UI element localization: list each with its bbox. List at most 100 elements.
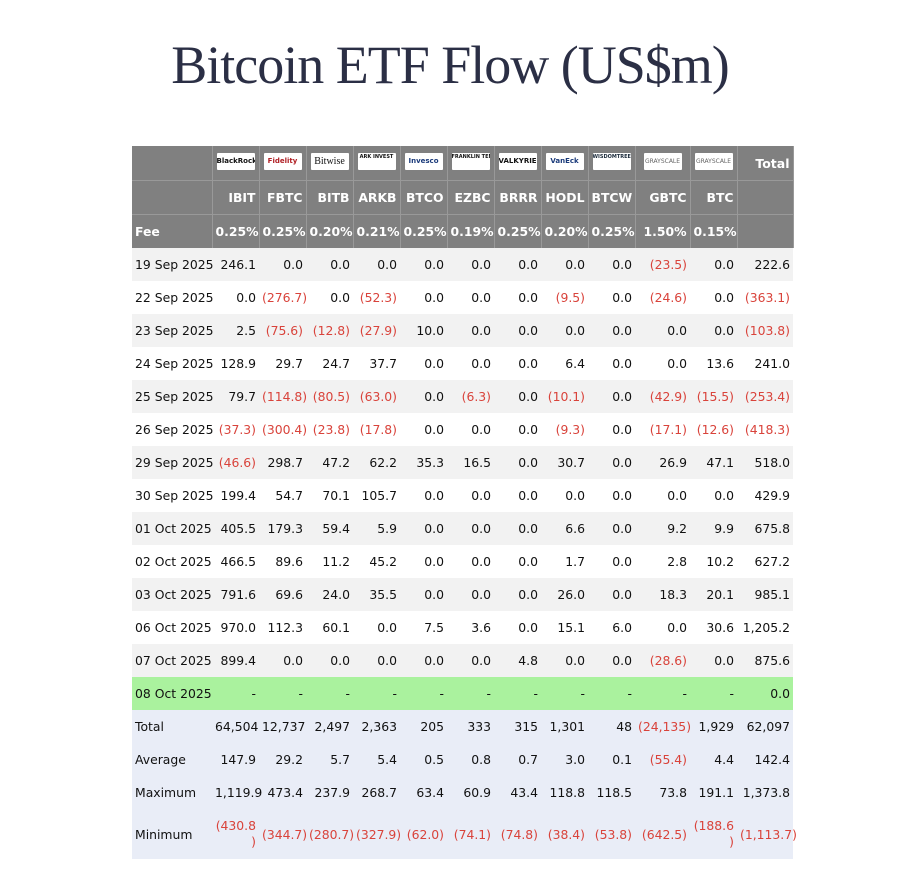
issuer-logo-cell: VanEck <box>541 146 589 181</box>
ticker-header: BTCO <box>400 180 448 215</box>
row-total-cell: (418.3) <box>737 413 793 446</box>
table-row: 19 Sep 2025 246.1 0.0 0.0 0.0 0.0 0.0 0.0 0.0 0.0… <box>132 248 793 281</box>
flow-cell: 298.7 <box>259 446 306 479</box>
flow-cell: 0.0 <box>541 248 588 281</box>
summary-cell: 60.9 <box>447 776 494 809</box>
fee-row: Fee 0.25% 0.25% 0.20% 0.21% 0.25% 0.19% 0.25% 0.… <box>132 214 794 248</box>
summary-cell: 268.7 <box>353 776 400 809</box>
blank-cell <box>132 180 213 215</box>
flow-cell: 970.0 <box>212 611 259 644</box>
summary-label: Average <box>132 743 212 776</box>
blank-cell <box>132 146 213 181</box>
summary-cell: (62.0) <box>400 809 447 859</box>
flow-cell: 128.9 <box>212 347 259 380</box>
row-total-cell: 241.0 <box>737 347 793 380</box>
flow-cell: 1.7 <box>541 545 588 578</box>
date-cell: 03 Oct 2025 <box>132 578 212 611</box>
summary-cell: 29.2 <box>259 743 306 776</box>
etf-flow-table: BlackRock Fidelity Bitwise ARK INVEST Invesc… <box>132 146 797 859</box>
flow-cell: 6.4 <box>541 347 588 380</box>
summary-cell: (430.8) <box>212 809 259 859</box>
summary-label: Maximum <box>132 776 212 809</box>
summary-cell: 118.8 <box>541 776 588 809</box>
flow-cell: 0.0 <box>400 479 447 512</box>
summary-cell: 73.8 <box>635 776 690 809</box>
summary-cell: (74.8) <box>494 809 541 859</box>
flow-cell: 30.6 <box>690 611 737 644</box>
summary-cell: 4.4 <box>690 743 737 776</box>
summary-total-cell: 62,097 <box>737 710 793 743</box>
table-row: 29 Sep 2025 (46.6) 298.7 47.2 62.2 35.3 16.5 0.… <box>132 446 793 479</box>
flow-cell: 0.0 <box>494 248 541 281</box>
flow-cell: 59.4 <box>306 512 353 545</box>
table-row: 30 Sep 2025 199.4 54.7 70.1 105.7 0.0 0.0 0.0 0.… <box>132 479 793 512</box>
flow-cell: 0.0 <box>494 479 541 512</box>
flow-cell: (6.3) <box>447 380 494 413</box>
ticker-header: HODL <box>541 180 589 215</box>
summary-cell: 0.8 <box>447 743 494 776</box>
flow-cell: (28.6) <box>635 644 690 677</box>
blank-cell <box>737 214 794 248</box>
flow-cell: 0.0 <box>588 347 635 380</box>
flow-cell: 105.7 <box>353 479 400 512</box>
flow-cell: - <box>494 677 541 710</box>
ticker-header: BTC <box>690 180 738 215</box>
flow-cell: 89.6 <box>259 545 306 578</box>
flow-cell: (17.1) <box>635 413 690 446</box>
ticker-header: BITB <box>306 180 354 215</box>
flow-cell: 24.0 <box>306 578 353 611</box>
summary-cell: 237.9 <box>306 776 353 809</box>
flow-cell: 0.0 <box>212 281 259 314</box>
issuer-logo-cell: VALKYRIE <box>494 146 542 181</box>
summary-label: Minimum <box>132 809 212 859</box>
issuer-logo-cell: WISDOMTREE <box>588 146 636 181</box>
flow-cell: 11.2 <box>306 545 353 578</box>
flow-cell: (114.8) <box>259 380 307 413</box>
valkyrie-logo: VALKYRIE <box>498 153 537 170</box>
table-row: 24 Sep 2025 128.9 29.7 24.7 37.7 0.0 0.0 0.0 6.4… <box>132 347 793 380</box>
flow-cell: 0.0 <box>494 446 541 479</box>
grayscale-logo: GRAYSCALE <box>643 153 682 170</box>
flow-cell: - <box>400 677 447 710</box>
flow-cell: 0.0 <box>494 314 541 347</box>
flow-cell: 0.0 <box>447 578 494 611</box>
flow-cell: 0.0 <box>306 644 353 677</box>
summary-cell: (344.7) <box>259 809 307 859</box>
flow-cell: 0.0 <box>400 413 447 446</box>
issuer-logo-cell: FRANKLIN TEMPLETON <box>447 146 495 181</box>
issuer-logo-row: BlackRock Fidelity Bitwise ARK INVEST Invesc… <box>132 146 794 181</box>
issuer-logo-cell: Bitwise <box>306 146 354 181</box>
flow-cell: 54.7 <box>259 479 306 512</box>
summary-cell: 1,929 <box>690 710 737 743</box>
flow-cell: 0.0 <box>447 545 494 578</box>
ticker-header: ARKB <box>353 180 401 215</box>
summary-cell: (280.7) <box>306 809 354 859</box>
summary-row: Minimum (430.8) (344.7) (280.7) (327.9) (62.0… <box>132 809 797 859</box>
summary-cell: 1,301 <box>541 710 588 743</box>
flow-cell: 0.0 <box>400 347 447 380</box>
flow-cell: (15.5) <box>690 380 737 413</box>
flow-cell: 45.2 <box>353 545 400 578</box>
flow-cell: 0.0 <box>494 413 541 446</box>
flow-cell: 62.2 <box>353 446 400 479</box>
fee-cell: 0.20% <box>541 214 589 248</box>
wisdomtree-logo: WISDOMTREE <box>592 153 631 170</box>
flow-cell: 0.0 <box>635 347 690 380</box>
flow-cell: 5.9 <box>353 512 400 545</box>
flow-cell: - <box>588 677 635 710</box>
flow-cell: 0.0 <box>494 380 541 413</box>
flow-cell: (23.8) <box>306 413 353 446</box>
summary-cell: (55.4) <box>635 743 690 776</box>
row-total-cell: 0.0 <box>737 677 793 710</box>
fee-cell: 0.21% <box>353 214 401 248</box>
flow-cell: 35.3 <box>400 446 447 479</box>
flow-cell: 47.2 <box>306 446 353 479</box>
flow-cell: 2.5 <box>212 314 259 347</box>
flow-cell: 0.0 <box>306 281 353 314</box>
table-row: 03 Oct 2025 791.6 69.6 24.0 35.5 0.0 0.0 0.0 26.… <box>132 578 793 611</box>
flow-cell: (9.5) <box>541 281 588 314</box>
row-total-cell: 518.0 <box>737 446 793 479</box>
flow-cell: 6.0 <box>588 611 635 644</box>
flow-cell: 0.0 <box>447 512 494 545</box>
fee-cell: 0.19% <box>447 214 495 248</box>
